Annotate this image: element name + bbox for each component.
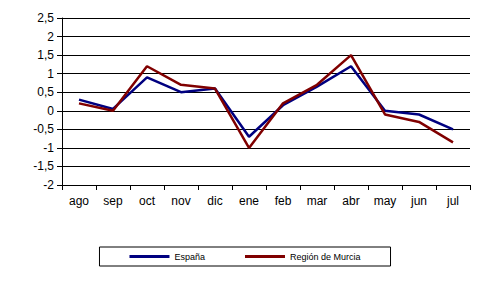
svg-text:-1: -1 — [43, 141, 54, 155]
svg-text:2: 2 — [47, 30, 54, 44]
svg-text:may: may — [374, 194, 397, 208]
svg-text:nov: nov — [171, 194, 190, 208]
svg-text:-1,5: -1,5 — [33, 159, 54, 173]
svg-text:dic: dic — [207, 194, 222, 208]
svg-text:abr: abr — [342, 194, 359, 208]
svg-text:0,5: 0,5 — [37, 85, 54, 99]
svg-text:0: 0 — [47, 104, 54, 118]
svg-text:2,5: 2,5 — [37, 11, 54, 25]
svg-text:1,5: 1,5 — [37, 48, 54, 62]
svg-text:feb: feb — [275, 194, 292, 208]
svg-text:-2: -2 — [43, 178, 54, 192]
svg-text:1: 1 — [47, 67, 54, 81]
svg-text:sep: sep — [103, 194, 123, 208]
svg-text:-0,5: -0,5 — [33, 122, 54, 136]
svg-text:Región de Murcia: Región de Murcia — [290, 252, 361, 262]
svg-text:España: España — [174, 252, 205, 262]
svg-text:jul: jul — [446, 194, 459, 208]
svg-text:mar: mar — [307, 194, 328, 208]
svg-text:oct: oct — [139, 194, 156, 208]
svg-text:jun: jun — [410, 194, 427, 208]
svg-text:ago: ago — [69, 194, 89, 208]
svg-text:ene: ene — [239, 194, 259, 208]
